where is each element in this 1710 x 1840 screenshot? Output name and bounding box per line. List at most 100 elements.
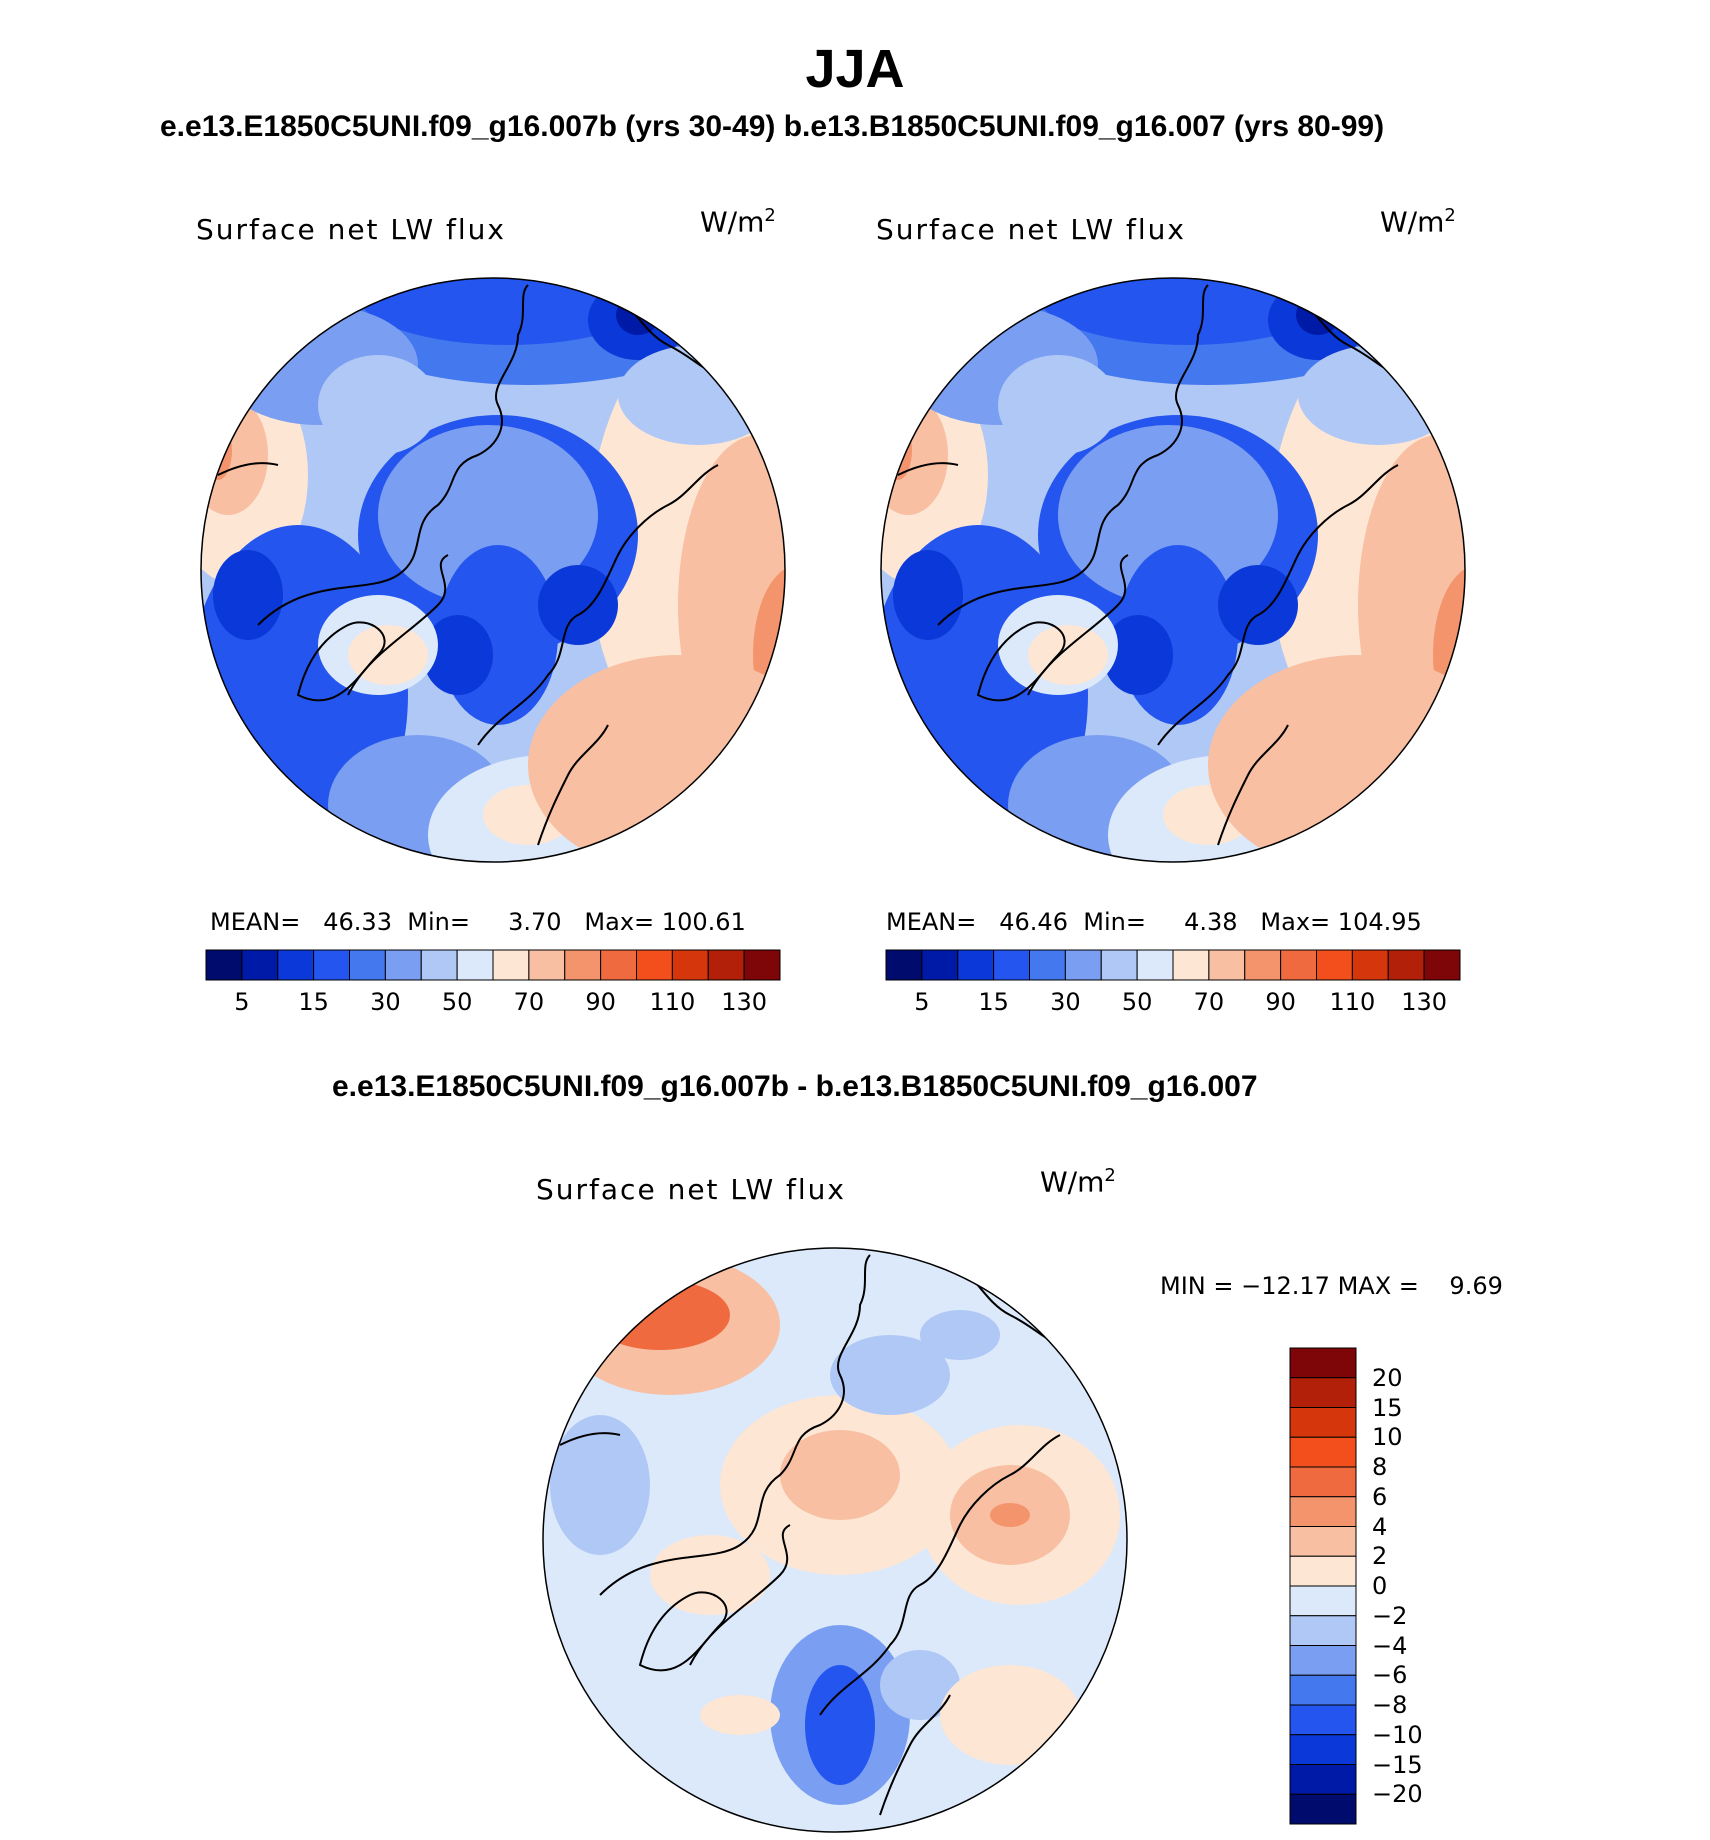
panel3-colorbar-box bbox=[1289, 1377, 1357, 1408]
panel3-colorbar-tick: 4 bbox=[1372, 1512, 1388, 1541]
coastline bbox=[217, 462, 279, 476]
contour-region bbox=[940, 1665, 1080, 1765]
panel1-colorbar-box bbox=[564, 949, 602, 981]
panel1-colorbar-tick: 30 bbox=[370, 988, 401, 1016]
panel1-mean: 46.33 bbox=[323, 908, 392, 936]
panel2-colorbar-ticks: 5 15 30 50 70 90 110 130 bbox=[886, 988, 1460, 1018]
panel2-colorbar-tick: 130 bbox=[1401, 988, 1448, 1016]
bottom-subtitle: e.e13.E1850C5UNI.f09_g16.007b - b.e13.B1… bbox=[332, 1070, 1258, 1103]
panel2-mean: 46.46 bbox=[999, 908, 1068, 936]
contour-region bbox=[1208, 655, 1465, 862]
panel3-colorbar-tick: 10 bbox=[1372, 1423, 1403, 1452]
panel1-colorbar-box bbox=[600, 949, 637, 981]
panel1-colorbar-tick: 90 bbox=[585, 988, 616, 1016]
coastline bbox=[879, 1694, 951, 1816]
contour-region bbox=[1038, 278, 1338, 345]
contour-region bbox=[538, 565, 618, 645]
panel1-colorbar-tick: 130 bbox=[721, 988, 768, 1016]
panel2-colorbar-tick: 90 bbox=[1265, 988, 1296, 1016]
contour-region bbox=[1058, 425, 1278, 605]
panel3-colorbar-box bbox=[1289, 1674, 1357, 1706]
panel1-max: 100.61 bbox=[661, 908, 746, 936]
coastline bbox=[599, 1254, 871, 1596]
contour-region bbox=[378, 425, 598, 605]
panel1-colorbar-tick: 70 bbox=[513, 988, 545, 1016]
panel1-stats: MEAN= 46.33 Min= 3.70 Max= 100.61 bbox=[210, 908, 746, 936]
panel2-title: Surface net LW flux bbox=[876, 213, 1186, 246]
contour-region bbox=[570, 1615, 690, 1735]
panel3-colorbar-box bbox=[1289, 1496, 1357, 1527]
contour-region bbox=[1103, 615, 1173, 695]
coastline bbox=[559, 1432, 621, 1446]
contour-region bbox=[616, 295, 660, 335]
panel1-colorbar-ticks: 5 15 30 50 70 90 110 130 bbox=[206, 988, 780, 1018]
panel3-stats: MIN = −12.17 MAX = 9.69 bbox=[1160, 1272, 1503, 1300]
panel2-colorbar-box bbox=[1172, 949, 1210, 981]
panel2-colorbar-tick: 50 bbox=[1121, 988, 1153, 1016]
panel1-colorbar-box bbox=[707, 949, 745, 981]
panel1-colorbar-box bbox=[384, 949, 422, 981]
contour-region bbox=[805, 1665, 875, 1785]
panel1-min-label: Min= bbox=[407, 908, 470, 936]
panel1-colorbar-box bbox=[671, 949, 709, 981]
panel3-colorbar-box bbox=[1289, 1555, 1357, 1587]
panel1-map bbox=[200, 277, 786, 863]
panel1-colorbar-box bbox=[241, 949, 279, 981]
panel3-colorbar-tick: −4 bbox=[1372, 1631, 1408, 1660]
contour-region bbox=[700, 1695, 780, 1735]
panel3-colorbar-tick: −2 bbox=[1372, 1601, 1408, 1630]
map-border bbox=[542, 1247, 1128, 1833]
contour-region bbox=[590, 1280, 730, 1350]
panel1-mean-label: MEAN= bbox=[210, 908, 301, 936]
panel2-colorbar-tick: 110 bbox=[1329, 988, 1376, 1016]
panel2-colorbar-box bbox=[957, 949, 995, 981]
panel1-title: Surface net LW flux bbox=[196, 213, 506, 246]
panel2-colorbar-box bbox=[1064, 949, 1102, 981]
panel1-colorbar-box bbox=[456, 949, 494, 981]
panel3-colorbar-box bbox=[1289, 1734, 1357, 1765]
panel3-colorbar-tick: −6 bbox=[1372, 1661, 1408, 1690]
panel3-units: W/m2 bbox=[1040, 1165, 1116, 1199]
panel1-colorbar-box bbox=[743, 949, 781, 981]
panel2-colorbar-box bbox=[993, 949, 1030, 981]
panel2-max-label: Max= bbox=[1260, 908, 1331, 936]
contour-region bbox=[213, 550, 283, 640]
coastline bbox=[897, 462, 959, 476]
panel3-colorbar-box bbox=[1289, 1645, 1357, 1676]
panel2-colorbar-tick: 70 bbox=[1193, 988, 1225, 1016]
panel1-colorbar-box bbox=[205, 949, 243, 981]
panel3-colorbar-box bbox=[1289, 1615, 1357, 1646]
panel1-colorbar-tick: 110 bbox=[649, 988, 696, 1016]
coastline bbox=[1157, 464, 1399, 746]
panel1-colorbar-tick: 15 bbox=[298, 988, 329, 1016]
panel3-max-label: MAX = bbox=[1337, 1272, 1419, 1300]
panel2-colorbar-box bbox=[885, 949, 923, 981]
panel1-units: W/m2 bbox=[700, 205, 776, 239]
panel2-colorbar-box bbox=[1280, 949, 1317, 981]
contour-region bbox=[318, 355, 438, 455]
panel2-stats: MEAN= 46.46 Min= 4.38 Max= 104.95 bbox=[886, 908, 1422, 936]
panel2-colorbar-box bbox=[1351, 949, 1389, 981]
contour-region bbox=[1433, 565, 1465, 745]
coastline bbox=[1217, 724, 1289, 846]
panel3-colorbar-tick: 0 bbox=[1372, 1572, 1388, 1600]
contour-region bbox=[893, 550, 963, 640]
panel1-colorbar bbox=[205, 949, 781, 981]
panel3-colorbar-box bbox=[1289, 1793, 1357, 1825]
panel1-colorbar-box bbox=[349, 949, 386, 981]
panel3-colorbar bbox=[1289, 1347, 1357, 1825]
contour-region bbox=[998, 355, 1118, 455]
map-border bbox=[200, 277, 786, 863]
contour-region bbox=[528, 655, 785, 862]
contour-region bbox=[1028, 625, 1108, 685]
panel1-colorbar-box bbox=[313, 949, 350, 981]
panel3-colorbar-box bbox=[1289, 1585, 1357, 1617]
panel1-colorbar-box bbox=[492, 949, 530, 981]
panel3-colorbar-tick: −15 bbox=[1372, 1750, 1423, 1779]
coastline bbox=[257, 284, 529, 626]
panel3-colorbar-tick: 2 bbox=[1372, 1542, 1388, 1571]
panel3-title: Surface net LW flux bbox=[536, 1173, 846, 1206]
panel2-colorbar-box bbox=[1100, 949, 1138, 981]
panel2-colorbar-box bbox=[1387, 949, 1425, 981]
panel3-map bbox=[542, 1247, 1128, 1833]
